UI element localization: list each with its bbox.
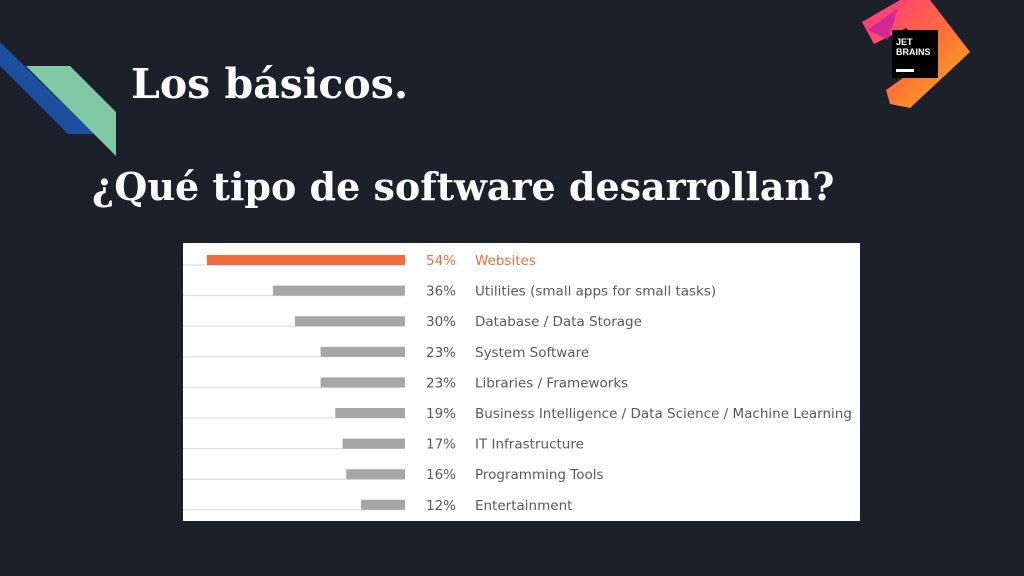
category-label: Libraries / Frameworks bbox=[475, 375, 628, 391]
value-label: 12% bbox=[426, 498, 456, 514]
bar bbox=[272, 285, 405, 296]
bar bbox=[335, 408, 405, 418]
blue-stripe bbox=[0, 42, 94, 134]
bar bbox=[342, 438, 405, 449]
bar bbox=[320, 377, 405, 388]
category-label: Database / Data Storage bbox=[475, 314, 642, 330]
software-type-bar-chart: 54% Websites 36% Utilities (small apps for … bbox=[183, 253, 852, 514]
value-label: 23% bbox=[426, 375, 456, 391]
category-label: IT Infrastructure bbox=[475, 437, 584, 453]
slide-subtitle: ¿Qué tipo de software desarrollan? bbox=[92, 164, 835, 209]
corner-decoration bbox=[0, 42, 116, 156]
value-label: 36% bbox=[426, 284, 456, 300]
category-label: Business Intelligence / Data Science / M… bbox=[475, 406, 852, 422]
value-label: 54% bbox=[426, 253, 456, 269]
logo-wordmark-line1: JET bbox=[896, 37, 913, 47]
bar bbox=[206, 255, 405, 265]
bar bbox=[294, 316, 405, 327]
chart-panel: 54% Websites 36% Utilities (small apps for … bbox=[183, 243, 860, 521]
value-label: 16% bbox=[426, 467, 456, 483]
category-label: Websites bbox=[475, 253, 536, 269]
bar bbox=[346, 469, 405, 480]
jetbrains-logo-icon bbox=[862, 0, 970, 108]
value-label: 17% bbox=[426, 437, 456, 453]
logo-wordmark: JET BRAINS bbox=[896, 37, 934, 57]
slide-title: Los básicos. bbox=[131, 60, 409, 108]
category-label: Programming Tools bbox=[475, 467, 604, 483]
category-label: Entertainment bbox=[475, 498, 572, 514]
value-label: 19% bbox=[426, 406, 456, 422]
category-label: Utilities (small apps for small tasks) bbox=[475, 284, 716, 300]
bar bbox=[320, 346, 405, 357]
category-label: System Software bbox=[475, 345, 589, 361]
green-stripe bbox=[26, 66, 116, 156]
value-label: 23% bbox=[426, 345, 456, 361]
logo-wordmark-line2: BRAINS bbox=[896, 47, 931, 57]
value-label: 30% bbox=[426, 314, 456, 330]
bar bbox=[360, 499, 405, 510]
